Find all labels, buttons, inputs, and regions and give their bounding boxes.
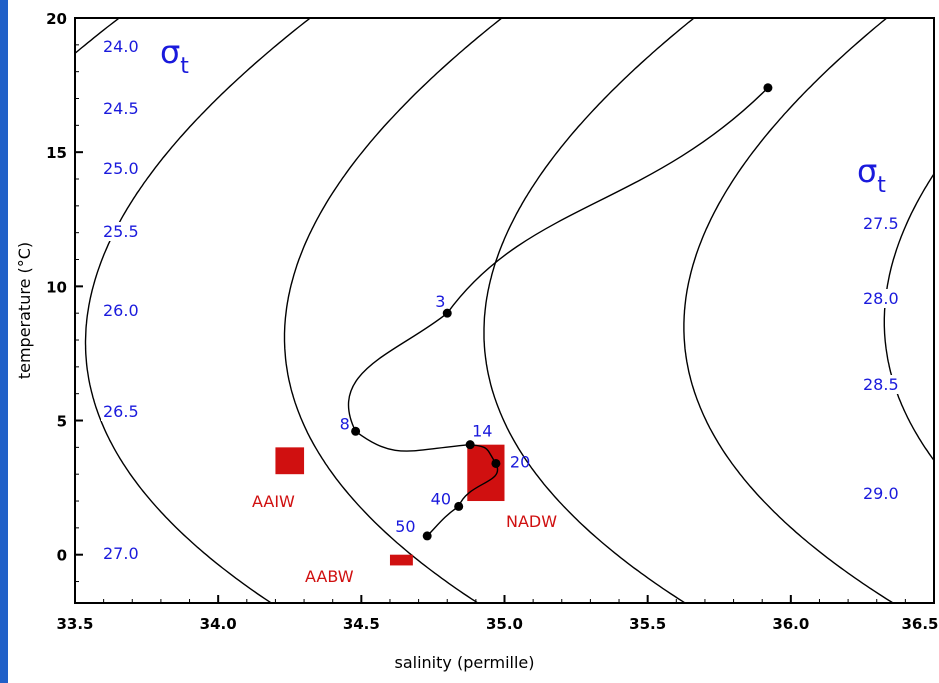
y-tick-label: 0 [57, 547, 67, 565]
y-tick-label: 10 [46, 278, 67, 296]
depth-label: 3 [435, 292, 445, 311]
profile-point [763, 83, 773, 93]
isopycnal-label-bg [101, 222, 141, 241]
isopycnal-label-bg [101, 37, 141, 56]
isopycnal-label: 27.5 [863, 214, 899, 233]
y-tick-label: 15 [46, 144, 67, 162]
plot-border [74, 17, 935, 604]
isopycnal-label: 26.5 [103, 402, 139, 421]
x-tick-label: 35.5 [629, 615, 666, 633]
ts-diagram: 33.5 34.0 34.5 35.0 35.5 36.0 36.5 0 5 10 15 20 sali… [15, 10, 939, 672]
isopycnal-label: 25.5 [103, 222, 139, 241]
water-mass-label-aabw: AABW [305, 567, 354, 586]
water-mass-label-nadw: NADW [506, 512, 557, 531]
profile-point [442, 308, 452, 318]
isopycnal-label-bg [861, 484, 901, 503]
depth-label: 20 [510, 452, 530, 471]
isopycnal-line-25-5 [84, 18, 312, 603]
y-tick-label: 20 [46, 10, 67, 28]
x-tick-label: 36.0 [772, 615, 809, 633]
isopycnal-label-bg [101, 301, 141, 320]
x-axis-title: salinity (permille) [395, 653, 535, 672]
isopycnal-label-bg [861, 214, 901, 233]
isopycnal-label: 27.0 [103, 544, 139, 563]
isopycnal-label-bg [101, 159, 141, 178]
x-tick-label: 33.5 [56, 615, 93, 633]
isopycnal-label: 29.0 [863, 484, 899, 503]
depth-label: 14 [472, 422, 492, 441]
water-mass-box-aabw [389, 554, 413, 566]
isopycnal-label: 24.0 [103, 37, 139, 56]
sigma-t-label: σt [160, 33, 189, 79]
x-tick-label: 34.5 [343, 615, 380, 633]
isopycnal-label: 28.5 [863, 375, 899, 394]
isopycnal-contours [75, 18, 934, 603]
profile-line [348, 87, 769, 537]
isopycnal-line-26-5 [483, 18, 696, 603]
y-axis-title: temperature (°C) [15, 242, 34, 379]
profile-point [422, 531, 432, 541]
isopycnal-label-bg [861, 289, 901, 308]
depth-label: 8 [340, 414, 350, 433]
x-tick-label: 35.0 [486, 615, 523, 633]
profile-point [491, 458, 501, 468]
isopycnal-label: 25.0 [103, 159, 139, 178]
y-tick-label: 5 [57, 413, 67, 431]
isopycnal-label-bg [861, 375, 901, 394]
water-mass-box-nadw [467, 444, 505, 502]
profile-point [454, 501, 464, 511]
depth-label: 40 [431, 489, 451, 508]
water-mass-label-aaiw: AAIW [252, 492, 295, 511]
sigma-t-label: σt [857, 152, 886, 198]
x-tick-label: 34.0 [200, 615, 237, 633]
isopycnal-label-bg [101, 544, 141, 563]
isopycnal-line-27-0 [683, 18, 895, 603]
isopycnal-label: 24.5 [103, 99, 139, 118]
water-mass-box-aaiw [275, 447, 305, 475]
chart-frame: 33.5 34.0 34.5 35.0 35.5 36.0 36.5 0 5 10 15 20 sali… [8, 0, 939, 683]
isopycnal-label: 28.0 [863, 289, 899, 308]
isopycnal-label: 26.0 [103, 301, 139, 320]
x-tick-label: 36.5 [901, 615, 938, 633]
isopycnal-label-bg [101, 402, 141, 421]
isopycnal-line-27-5 [883, 172, 934, 462]
isopycnal-line-26-0 [283, 18, 503, 603]
isopycnal-label-bg [101, 99, 141, 118]
profile-point [465, 440, 475, 450]
profile-point [351, 426, 361, 436]
depth-label: 50 [395, 517, 415, 536]
